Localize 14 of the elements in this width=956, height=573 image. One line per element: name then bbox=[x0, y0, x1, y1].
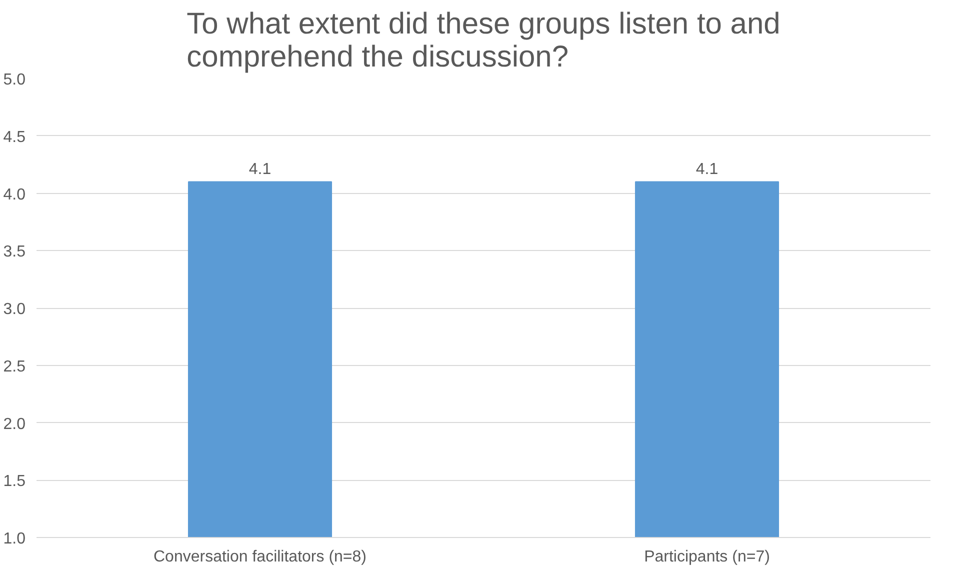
y-tick-label: 3.5 bbox=[3, 244, 26, 261]
y-tick-label: 2.0 bbox=[3, 416, 26, 433]
y-tick-label: 1.5 bbox=[3, 473, 26, 490]
x-tick-label: Participants (n=7) bbox=[644, 548, 770, 566]
y-tick-label: 5.0 bbox=[3, 72, 26, 88]
data-label: 4.1 bbox=[248, 160, 272, 178]
y-tick-label: 2.5 bbox=[3, 358, 26, 376]
x-tick-label: Conversation facilitators (n=8) bbox=[154, 548, 366, 566]
data-label: 4.1 bbox=[696, 160, 718, 178]
y-tick-label: 1.0 bbox=[3, 530, 26, 548]
chart-title: To what extent did these groups listen to and comprehend the discussion? bbox=[186, 8, 780, 74]
y-tick-label: 4.5 bbox=[3, 128, 26, 146]
y-tick-label: 3.0 bbox=[3, 301, 26, 318]
y-tick-label: 4.0 bbox=[3, 186, 26, 204]
